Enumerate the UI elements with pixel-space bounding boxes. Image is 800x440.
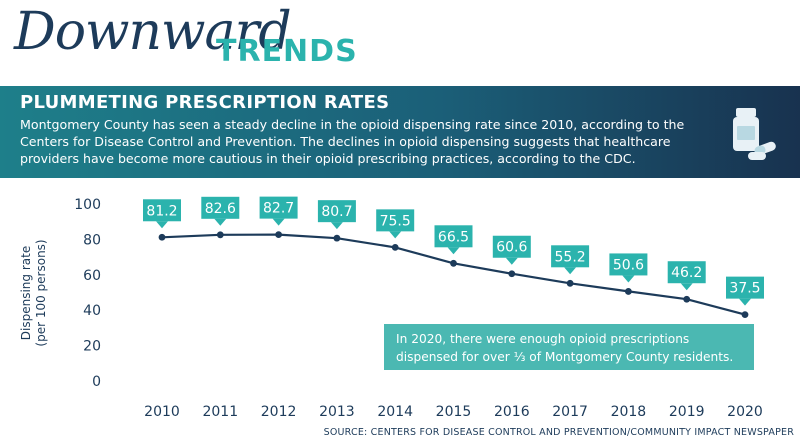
x-tick-label: 2018 — [611, 404, 647, 420]
data-point — [158, 233, 166, 241]
title-bold: TRENDS — [216, 34, 358, 69]
data-label: 60.6 — [496, 240, 527, 256]
data-label-pointer — [564, 267, 577, 275]
data-label: 80.7 — [321, 204, 352, 220]
data-label-pointer — [214, 218, 227, 226]
data-label-box — [376, 209, 415, 232]
data-label-pointer — [680, 283, 693, 291]
x-tick-label: 2010 — [144, 404, 180, 420]
data-label-box — [492, 235, 531, 258]
annotation-line2: dispensed for over ⅓ of Montgomery Count… — [396, 350, 733, 364]
data-label-pointer — [622, 275, 635, 283]
data-label-pointer — [272, 218, 285, 226]
data-point — [566, 279, 574, 287]
data-label-pointer — [505, 257, 518, 265]
data-label: 37.5 — [729, 281, 760, 297]
data-label: 46.2 — [671, 265, 702, 281]
chart-subtitle: PLUMMETING PRESCRIPTION RATES — [20, 92, 390, 113]
data-label-box — [609, 253, 648, 276]
source-note: SOURCE: CENTERS FOR DISEASE CONTROL AND … — [323, 427, 794, 438]
data-label-box — [667, 261, 706, 284]
data-point — [333, 234, 341, 242]
data-point — [683, 295, 691, 303]
y-tick-label: 100 — [74, 197, 101, 213]
data-label-box — [143, 199, 181, 222]
x-tick-label: 2014 — [377, 404, 413, 420]
data-label-box — [726, 276, 764, 299]
data-label-pointer — [156, 221, 168, 229]
y-tick-label: 0 — [92, 374, 101, 390]
data-label-pointer — [447, 247, 460, 255]
data-label: 66.5 — [438, 229, 469, 245]
y-tick-label: 40 — [83, 303, 101, 319]
data-label: 55.2 — [555, 249, 586, 265]
line-chart: 0 20 40 60 80 100 Dispensing rate(per 100 pers… — [19, 196, 764, 420]
x-tick-label: 2017 — [552, 404, 588, 420]
data-label-box — [434, 225, 473, 248]
data-point — [741, 311, 749, 319]
data-label-box — [551, 245, 590, 268]
data-label: 81.2 — [146, 203, 177, 219]
data-label-pointer — [330, 222, 343, 230]
header-banner: PLUMMETING PRESCRIPTION RATES Montgomery… — [0, 86, 800, 178]
title-script: Downward — [14, 2, 292, 62]
data-point — [508, 270, 516, 278]
data-label-box — [317, 200, 356, 223]
data-label: 82.6 — [205, 201, 236, 217]
annotation-line1: In 2020, there were enough opioid prescr… — [396, 332, 689, 346]
x-tick-label: 2012 — [261, 404, 297, 420]
y-tick-label: 20 — [83, 339, 101, 355]
data-label-box — [201, 196, 240, 219]
data-label-pointer — [389, 231, 402, 239]
data-point — [450, 259, 457, 267]
x-tick-label: 2013 — [319, 404, 355, 420]
y-axis-title: Dispensing rate(per 100 persons) — [19, 239, 48, 346]
data-label: 50.6 — [613, 257, 644, 273]
x-tick-label: 2016 — [494, 404, 530, 420]
annotation-box — [384, 324, 754, 370]
data-point — [391, 243, 399, 251]
data-label-box — [259, 196, 298, 219]
data-point — [625, 288, 632, 295]
data-label-pointer — [739, 298, 751, 306]
data-label: 75.5 — [380, 213, 411, 229]
chart-description: Montgomery County has seen a steady decl… — [20, 117, 685, 166]
x-tick-label: 2019 — [669, 404, 705, 420]
data-label: 82.7 — [263, 201, 294, 217]
x-tick-label: 2011 — [202, 404, 238, 420]
pill-bottle-icon — [733, 108, 776, 160]
y-tick-label: 80 — [83, 232, 101, 248]
data-point — [216, 231, 224, 239]
x-tick-label: 2020 — [727, 404, 763, 420]
data-point — [275, 231, 282, 239]
y-tick-label: 60 — [83, 268, 101, 284]
x-tick-label: 2015 — [436, 404, 472, 420]
